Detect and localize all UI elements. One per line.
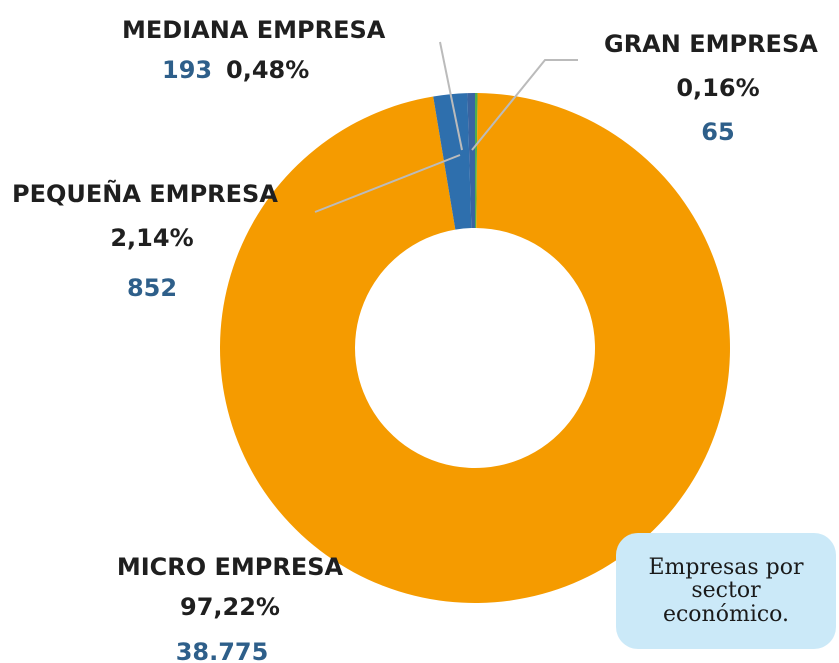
percent-label: 2,14% (110, 224, 193, 252)
count-label: 65 (701, 118, 734, 146)
count-label: 38.775 (176, 638, 269, 663)
slice (475, 93, 478, 229)
count-label: 852 (127, 274, 177, 302)
slice (467, 93, 475, 229)
category-label: MEDIANA EMPRESA (122, 16, 386, 44)
annotation: Empresas por sector económico. (616, 533, 836, 649)
slice (433, 93, 472, 230)
category-label: PEQUEÑA EMPRESA (12, 179, 278, 208)
donut (219, 93, 730, 604)
slice (219, 93, 730, 604)
percent-label: 0,48% (226, 56, 309, 84)
leader-line (314, 154, 461, 213)
leader-line (439, 41, 463, 151)
leader-line (471, 59, 578, 151)
category-label: MICRO EMPRESA (117, 553, 344, 581)
count-label: 193 (162, 56, 212, 84)
percent-label: 97,22% (180, 593, 280, 621)
percent-label: 0,16% (676, 74, 759, 102)
category-label: GRAN EMPRESA (604, 30, 818, 58)
